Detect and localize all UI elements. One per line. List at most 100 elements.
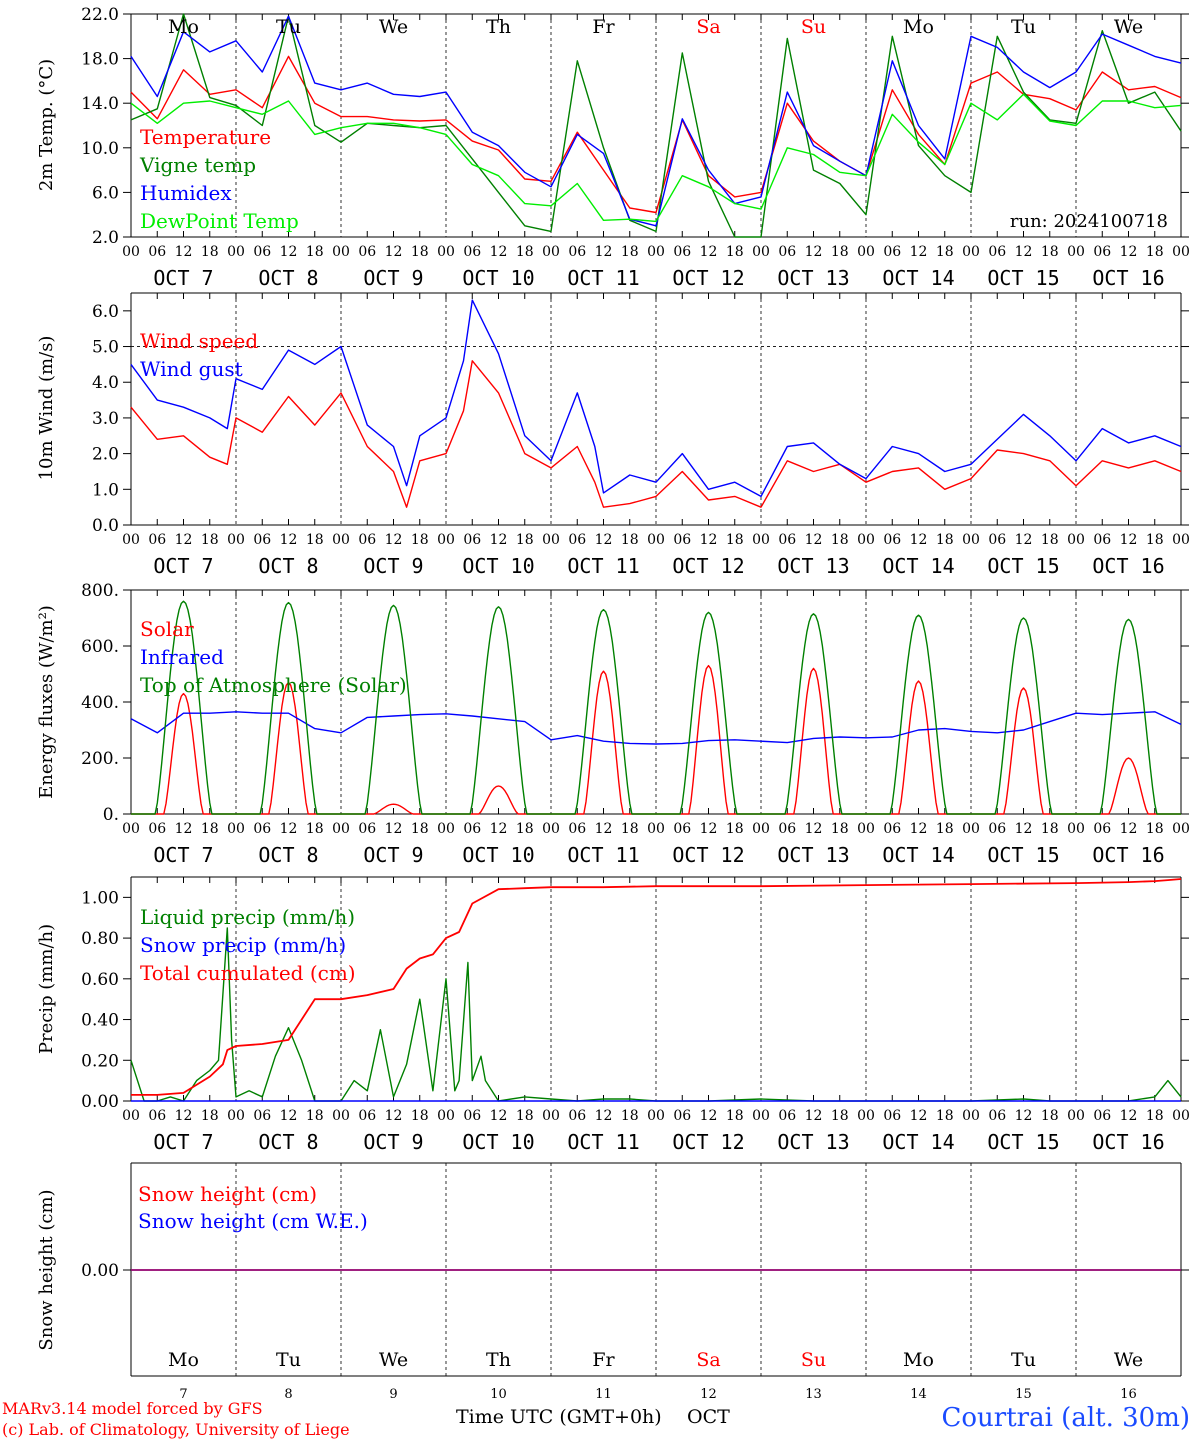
legend-wind-gust: Wind gust (140, 357, 243, 381)
date-label: OCT 14 (882, 554, 954, 578)
hour-label: 18 (936, 821, 954, 837)
hour-label: 18 (831, 821, 849, 837)
hour-label: 18 (621, 244, 639, 260)
hour-label: 18 (411, 532, 429, 548)
energy-panel: 0. 200. 400. 600. 800. 00 06 12 18 00 06 12 18 00 06 1… (36, 581, 1190, 867)
hour-label: 06 (778, 244, 796, 260)
date-label: OCT 14 (882, 843, 954, 867)
y-tick-label: 800. (81, 581, 119, 601)
day-number: 11 (595, 1387, 612, 1402)
y-tick-label: 4.0 (92, 373, 119, 393)
hour-label: 00 (1172, 532, 1190, 548)
hour-label: 12 (805, 244, 823, 260)
date-label: OCT 12 (672, 843, 744, 867)
hour-label: 06 (673, 821, 691, 837)
weekday-label: Fr (592, 16, 615, 38)
hour-label: 12 (595, 1108, 613, 1124)
hour-label: 06 (463, 1108, 481, 1124)
legend-wind-speed: Wind speed (140, 329, 258, 353)
precip-panel: 0.00 0.20 0.40 0.60 0.80 1.00 00 06 12 18 00 06 12 1… (36, 876, 1190, 1154)
legend-snow-height: Snow height (cm) (138, 1182, 317, 1206)
hour-label: 12 (1120, 532, 1138, 548)
hour-label: 06 (988, 1108, 1006, 1124)
y-tick-label: 10.0 (81, 139, 119, 159)
hour-label: 06 (148, 532, 166, 548)
hour-label: 18 (831, 532, 849, 548)
hour-label: 12 (490, 1108, 508, 1124)
hour-label: 06 (673, 244, 691, 260)
hour-label: 18 (306, 1108, 324, 1124)
date-label: OCT 7 (153, 554, 213, 578)
weekday-label: Tu (1011, 1349, 1036, 1371)
weekday-label: We (379, 1349, 408, 1371)
hour-label: 06 (1093, 1108, 1111, 1124)
weekday-label: Tu (1011, 16, 1036, 38)
hour-label: 00 (647, 244, 665, 260)
snow-panel: 0.00 Mo Tu We Th Fr Sa Su Mo Tu We 7 8 9 10 11 12 13 14 1… (36, 1162, 1189, 1402)
y-tick-label: 0.00 (81, 1261, 119, 1281)
hour-label: 18 (1041, 244, 1059, 260)
date-label: OCT 15 (987, 843, 1059, 867)
hour-label: 18 (1041, 1108, 1059, 1124)
date-label: OCT 16 (1092, 1130, 1164, 1154)
weekday-label: Th (486, 1349, 511, 1371)
day-number: 13 (805, 1387, 822, 1402)
ylabel: 2m Temp. (°C) (36, 59, 57, 191)
hour-label: 18 (726, 244, 744, 260)
hour-label: 06 (1093, 821, 1111, 837)
date-label: OCT 8 (258, 1130, 318, 1154)
hour-label: 00 (122, 244, 140, 260)
hour-label: 06 (778, 532, 796, 548)
hour-label: 06 (253, 1108, 271, 1124)
date-label: OCT 11 (567, 554, 639, 578)
hour-label: 00 (437, 1108, 455, 1124)
hour-label: 00 (332, 532, 350, 548)
hour-label: 00 (752, 821, 770, 837)
weekday-label: We (1114, 16, 1143, 38)
date-label: OCT 15 (987, 1130, 1059, 1154)
hour-label: 12 (805, 821, 823, 837)
hour-label: 18 (201, 821, 219, 837)
y-tick-label: 18.0 (81, 50, 119, 70)
hour-label: 12 (595, 821, 613, 837)
temperature-panel: 2.0 6.0 10.0 14.0 18.0 22.0 00 06 12 18 00 06 12 18 0… (36, 5, 1190, 290)
hour-label: 12 (280, 532, 298, 548)
hour-label: 00 (227, 244, 245, 260)
hour-label: 18 (1041, 532, 1059, 548)
time-axis-label: Time UTC (GMT+0h) (456, 1406, 662, 1428)
hour-label: 12 (280, 821, 298, 837)
series-line-total-cumulated-cm- (131, 878, 1182, 1096)
weekday-label: Fr (592, 1349, 615, 1371)
hour-label: 12 (700, 821, 718, 837)
legend-toa-solar: Top of Atmosphere (Solar) (140, 673, 407, 697)
hour-label: 12 (910, 244, 928, 260)
hour-label: 06 (358, 1108, 376, 1124)
hour-label: 18 (831, 1108, 849, 1124)
weekday-label: Sa (696, 16, 720, 38)
hour-label: 00 (962, 821, 980, 837)
date-label: OCT 11 (567, 1130, 639, 1154)
date-label: OCT 10 (462, 266, 534, 290)
hour-label: 00 (227, 532, 245, 548)
hour-label: 12 (595, 532, 613, 548)
hour-label: 18 (621, 821, 639, 837)
hour-label: 18 (411, 244, 429, 260)
hour-label: 18 (1146, 532, 1164, 548)
hour-label: 00 (542, 821, 560, 837)
weekday-label: We (1114, 1349, 1143, 1371)
hour-label: 06 (673, 1108, 691, 1124)
hour-label: 12 (1015, 1108, 1033, 1124)
hour-label: 12 (175, 532, 193, 548)
hour-label: 06 (883, 532, 901, 548)
date-label: OCT 11 (567, 843, 639, 867)
y-tick-label: 0.40 (81, 1011, 119, 1031)
weekday-label: Tu (276, 1349, 301, 1371)
hour-label: 00 (962, 532, 980, 548)
hour-label: 12 (910, 532, 928, 548)
date-label: OCT 15 (987, 266, 1059, 290)
model-credit: MARv3.14 model forced by GFS (2, 1399, 263, 1418)
hour-label: 18 (1146, 244, 1164, 260)
hour-label: 00 (332, 821, 350, 837)
ylabel: Energy fluxes (W/m²) (36, 605, 57, 799)
